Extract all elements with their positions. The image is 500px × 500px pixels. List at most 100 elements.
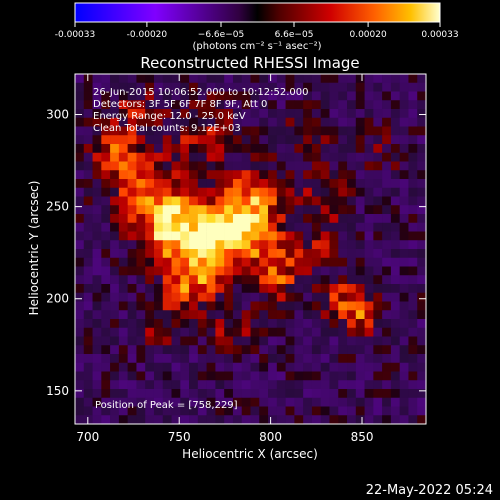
heatmap-cell [276,152,286,162]
heatmap-cell [118,161,128,171]
heatmap-cell [110,187,120,197]
heatmap-cell [136,275,146,285]
heatmap-cell [276,126,286,136]
heatmap-cell [145,144,155,154]
heatmap-cell [347,214,357,224]
heatmap-cell [189,310,199,320]
heatmap-cell [347,266,357,276]
heatmap-cell [268,249,278,259]
heatmap-cell [83,257,93,267]
heatmap-cell [364,266,374,276]
heatmap-cell [197,275,207,285]
heatmap-cell [136,371,146,381]
heatmap-cell [329,144,339,154]
heatmap-cell [408,257,418,267]
heatmap-cell [259,74,269,84]
heatmap-cell [75,205,85,215]
heatmap-cell [136,152,146,162]
heatmap-cell [364,82,374,92]
heatmap-cell [232,117,243,127]
heatmap-cell [206,196,216,206]
heatmap-cell [320,205,330,215]
heatmap-cell [75,231,85,241]
heatmap-cell [75,126,85,136]
heatmap-cell [382,380,392,390]
heatmap-cell [373,380,383,390]
heatmap-cell [311,240,322,250]
heatmap-cell [399,292,409,302]
heatmap-cell [241,109,251,119]
heatmap-cell [329,152,339,162]
heatmap-cell [390,74,400,84]
heatmap-cell [408,406,418,416]
heatmap-cell [408,327,418,337]
heatmap-cell [145,406,155,416]
heatmap-cell [390,196,400,206]
heatmap-cell [390,249,400,259]
heatmap-cell [224,397,234,407]
heatmap-cell [382,222,392,232]
heatmap-cell [136,74,146,84]
heatmap-cell [408,126,418,136]
heatmap-cell [232,91,243,101]
heatmap-cell [110,82,120,92]
heatmap-cell [153,319,164,329]
heatmap-cell [145,275,155,285]
heatmap-cell [382,170,392,180]
heatmap-cell [118,249,128,259]
heatmap-cell [224,257,234,267]
heatmap-cell [373,205,383,215]
heatmap-cell [136,257,146,267]
heatmap-cell [101,354,111,364]
heatmap-cell [320,196,330,206]
heatmap-cell [311,205,322,215]
heatmap-cell [417,109,427,119]
heatmap-cell [197,362,207,372]
heatmap-cell [268,82,278,92]
heatmap-cell [320,266,330,276]
heatmap-cell [276,222,286,232]
heatmap-cell [118,214,128,224]
heatmap-cell [347,222,357,232]
heatmap-cell [408,196,418,206]
heatmap-cell [373,397,383,407]
heatmap-cell [241,135,251,145]
heatmap-cell [382,74,392,84]
heatmap-cell [241,415,251,425]
heatmap-cell [110,397,120,407]
heatmap-cell [215,397,225,407]
heatmap-cell [259,144,269,154]
heatmap-cell [399,170,409,180]
heatmap-cell [390,389,400,399]
heatmap-cell [294,179,304,189]
heatmap-cell [180,161,190,171]
heatmap-cell [303,389,313,399]
heatmap-cell [382,284,392,294]
heatmap-cell [180,222,190,232]
heatmap-cell [232,179,243,189]
heatmap-cell [136,187,146,197]
heatmap-cell [373,257,383,267]
heatmap-cell [417,222,427,232]
heatmap-cell [320,179,330,189]
heatmap-cell [303,187,313,197]
heatmap-cell [303,249,313,259]
heatmap-cell [118,319,128,329]
heatmap-cell [180,231,190,241]
heatmap-cell [294,371,304,381]
heatmap-cell [417,310,427,320]
heatmap-cell [364,362,374,372]
heatmap-cell [83,214,93,224]
heatmap-cell [364,415,374,425]
heatmap-cell [276,275,286,285]
heatmap-cell [390,362,400,372]
heatmap-cell [75,310,85,320]
heatmap-cell [101,249,111,259]
heatmap-cell [329,82,339,92]
colorbar-tick-label: −6.6e−05 [198,30,244,40]
heatmap-cell [162,389,172,399]
heatmap-cell [241,144,251,154]
heatmap-cell [75,222,85,232]
heatmap-cell [373,354,383,364]
